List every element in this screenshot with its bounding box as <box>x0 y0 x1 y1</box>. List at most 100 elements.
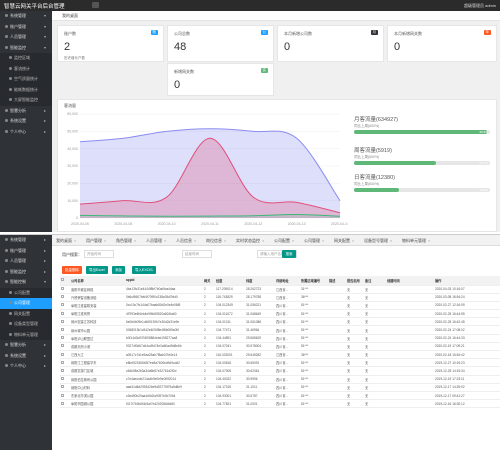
close-icon[interactable]: × <box>134 238 137 243</box>
close-icon[interactable]: × <box>322 238 325 243</box>
sidebar-item[interactable]: 物料单元管理 <box>0 329 52 340</box>
search-button[interactable]: 搜索 <box>282 250 296 258</box>
close-icon[interactable]: × <box>194 238 197 243</box>
row-checkbox[interactable] <box>60 391 70 401</box>
sidebar-item[interactable]: 智能监控 ▾ <box>0 43 52 54</box>
sidebar-item[interactable]: 系统管理 ▾ <box>0 11 52 22</box>
batch-delete-button[interactable]: 批量删除 <box>62 266 82 274</box>
close-icon[interactable]: × <box>164 238 167 243</box>
checkbox-icon[interactable] <box>61 401 64 405</box>
sidebar-item[interactable]: 设备类型管理 <box>0 319 52 330</box>
end-date-input[interactable]: 结束时间 <box>182 250 212 258</box>
nav-tab[interactable]: 人员信息 × <box>176 238 196 244</box>
checkbox-icon[interactable] <box>61 278 64 282</box>
sidebar-item[interactable]: 智慧分析 ▸ <box>0 340 52 351</box>
checkbox-icon[interactable] <box>61 360 64 364</box>
nav-tab[interactable]: 人员管理 × <box>146 238 166 244</box>
export-button[interactable]: 导出Excel <box>86 266 108 274</box>
row-checkbox[interactable] <box>60 350 70 360</box>
add-button[interactable]: 添加 <box>112 266 125 274</box>
keyword-input[interactable]: 请输入用户名称 <box>257 250 297 258</box>
tab-my-desktop[interactable]: 我的桌面 <box>62 13 78 18</box>
table-row[interactable]: 赣阳伯拉斯有公园 c7e4aeccfe214a4b9e0e9e0f0f2014 2 1… <box>60 375 500 384</box>
table-row[interactable]: 赣阳江工程建华东 e8b6523365b3f7ee8a7600bd9d9cdd2 2… <box>60 358 500 368</box>
checkbox-icon[interactable] <box>61 319 64 323</box>
table-row[interactable]: 赣州城市公园 0068013b1c542e4f26f8e4f8b069a0f0 2 1… <box>60 325 500 335</box>
nav-tab[interactable]: 网关配置 × <box>334 238 354 244</box>
sidebar-item[interactable]: 公司配置 <box>0 287 52 298</box>
sidebar-item[interactable]: 账户管理 ▸ <box>0 246 52 257</box>
table-row[interactable]: 赣阳中山村科 aad41d6d2993426e9d53775f79a5d8e9 2 1… <box>60 383 500 392</box>
row-checkbox[interactable] <box>60 399 70 409</box>
table-row[interactable]: 成都富源门区城 c5db08e2b3a34d6b87e32761d2f0d 2 104… <box>60 366 500 376</box>
row-checkbox[interactable] <box>60 358 70 368</box>
sidebar-item[interactable]: 个人中心 ▸ <box>0 361 52 372</box>
sidebar-item[interactable]: 网关配置 <box>0 308 52 319</box>
nav-tab[interactable]: 岗位信息 × <box>206 238 226 244</box>
checkbox-icon[interactable] <box>61 385 64 389</box>
table-row[interactable]: 阜阳江淮建筑安装 0cc10c7fc144a07baab80d2e0e4e06f8… <box>60 301 500 311</box>
checkbox-icon[interactable] <box>61 311 64 315</box>
select-all-checkbox[interactable] <box>60 276 70 286</box>
checkbox-icon[interactable] <box>61 295 64 299</box>
sidebar-item[interactable]: 人员管理 ▾ <box>0 32 52 43</box>
table-row[interactable]: 东家北华滨公园 c3ed90b20aa4d0d2a9057b0b7064 2 104.… <box>60 391 500 401</box>
row-checkbox[interactable] <box>60 375 70 384</box>
checkbox-icon[interactable] <box>61 344 64 348</box>
checkbox-icon[interactable] <box>61 303 64 307</box>
sidebar-item[interactable]: 系统设置 ▸ <box>0 116 52 127</box>
sidebar-item[interactable]: 监控区域 <box>0 53 52 64</box>
sidebar-item[interactable]: 客流统计 <box>0 63 52 74</box>
table-row[interactable]: 成都天府小港 93274f0d67c64cd9d74e0a60ad9d8e6b 2 1… <box>60 342 500 352</box>
sidebar-item[interactable]: 个人中心 ▸ <box>0 127 52 138</box>
user-menu[interactable]: 超级管理员 admin <box>463 3 496 8</box>
nav-tab[interactable]: 我的桌面 × <box>56 238 76 244</box>
row-checkbox[interactable] <box>60 293 70 302</box>
row-checkbox[interactable] <box>60 366 70 376</box>
checkbox-icon[interactable] <box>61 287 64 291</box>
row-checkbox[interactable] <box>60 334 70 343</box>
row-checkbox[interactable] <box>60 301 70 311</box>
import-button[interactable]: 导入EXCEL <box>132 266 157 274</box>
row-checkbox[interactable] <box>60 309 70 319</box>
nav-tab[interactable]: 物料单元管理 × <box>402 238 430 244</box>
row-checkbox[interactable] <box>60 383 70 392</box>
row-checkbox[interactable] <box>60 325 70 335</box>
close-icon[interactable]: × <box>292 238 295 243</box>
checkbox-icon[interactable] <box>61 352 64 356</box>
table-row[interactable]: 兴贸荣智设备测验 0b6cf8607bfd4f709f0c238c08d7fdd0… <box>60 293 500 302</box>
checkbox-icon[interactable] <box>61 328 64 332</box>
table-row[interactable]: 阜阳江淮商贸 4f7f93e6f4eb4e9f6b05520a824fa60 2 10… <box>60 309 500 319</box>
close-icon[interactable]: × <box>352 238 355 243</box>
table-row[interactable]: 阜阳市园城公园 f317f7b3b6f4b3af7b42020864fd80 2 10… <box>60 399 500 409</box>
close-icon[interactable]: × <box>390 238 393 243</box>
close-icon[interactable]: × <box>104 238 107 243</box>
nav-tab[interactable]: 用户管理 × <box>86 238 106 244</box>
row-checkbox[interactable] <box>60 285 70 294</box>
table-row[interactable]: 赣州宏建江苏科技 6e0b6b09b1d469192b7e30d2d31e9e 2 1… <box>60 317 500 327</box>
sidebar-item[interactable]: 账户管理 ▾ <box>0 22 52 33</box>
row-checkbox[interactable] <box>60 317 70 327</box>
sidebar-item[interactable]: 空气质量统计 <box>0 74 52 85</box>
sidebar-item[interactable]: 智慧分析 ▸ <box>0 106 52 117</box>
checkbox-icon[interactable] <box>61 393 64 397</box>
close-icon[interactable]: × <box>428 238 431 243</box>
nav-tab[interactable]: 实时状态监控 × <box>236 238 264 244</box>
nav-tab[interactable]: 设备型号管理 × <box>364 238 392 244</box>
checkbox-icon[interactable] <box>61 336 64 340</box>
row-checkbox[interactable] <box>60 342 70 352</box>
sidebar-item[interactable]: 人员管理 ▸ <box>0 256 52 267</box>
table-row[interactable]: 江西九江 a0517c7d1e9aa25ab7f8ab07bf4e14 2 116.0… <box>60 350 500 360</box>
sidebar-item[interactable]: 系统设置 ▸ <box>0 351 52 362</box>
sidebar-item[interactable]: 能耗数据统计 <box>0 84 52 95</box>
sidebar-item[interactable]: 公司管理 <box>0 298 52 309</box>
menu-toggle-icon[interactable] <box>92 2 99 8</box>
sidebar-item[interactable]: 智能监控 ▸ <box>0 267 52 278</box>
sidebar-item[interactable]: 大屏智能监控 <box>0 95 52 106</box>
nav-tab[interactable]: 角色管理 × <box>116 238 136 244</box>
close-icon[interactable]: × <box>262 238 265 243</box>
sidebar-item[interactable]: 系统管理 ▸ <box>0 235 52 246</box>
nav-tab[interactable]: 公司配置 × <box>274 238 294 244</box>
close-icon[interactable]: × <box>74 238 77 243</box>
checkbox-icon[interactable] <box>61 377 64 381</box>
